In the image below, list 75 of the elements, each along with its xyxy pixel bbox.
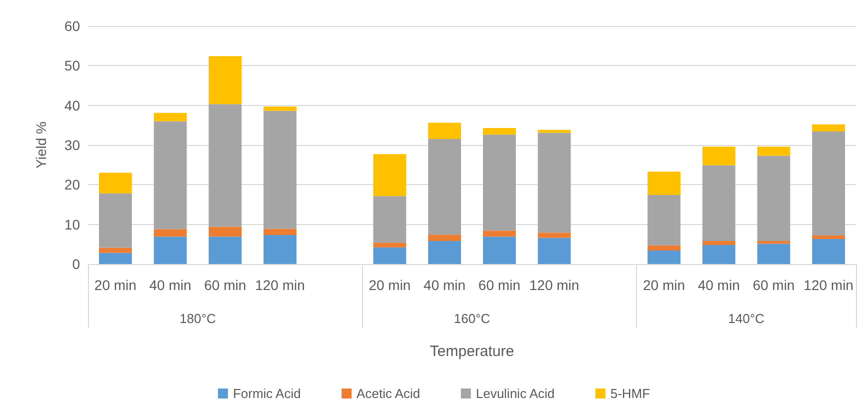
bar [482, 236, 516, 264]
bar [428, 122, 462, 140]
bar [757, 244, 790, 264]
x-tick-label: 20 min [94, 277, 136, 293]
bar [482, 230, 516, 237]
y-tick-label: 20 [64, 176, 80, 193]
bar [648, 250, 680, 264]
x-tick-label: 40 min [424, 277, 466, 293]
bar [648, 172, 680, 195]
bar [757, 240, 790, 244]
y-tick-label: 30 [64, 137, 80, 153]
bar [538, 132, 571, 233]
text: 140°C [728, 311, 764, 326]
legend-label: 5-HMF [610, 386, 650, 401]
bar [264, 228, 296, 236]
bar [98, 252, 132, 264]
bar [373, 242, 406, 248]
x-tick-label: 120 min [529, 277, 580, 293]
bar [208, 56, 242, 104]
y-axis-title: Yield % [33, 122, 49, 168]
bar [208, 104, 242, 227]
legend-label: Formic Acid [232, 386, 301, 401]
bar [812, 132, 846, 236]
bar [812, 124, 846, 132]
bar [208, 226, 242, 237]
y-tick-label: 50 [64, 58, 80, 74]
legend-label: Levulinic Acid [476, 386, 555, 401]
x-tick-label: 120 min [255, 277, 305, 293]
bar [538, 232, 571, 238]
bar [538, 238, 571, 264]
y-tick-label: 10 [64, 216, 80, 232]
bar [208, 236, 242, 264]
text: 160°C [454, 311, 490, 326]
bar [648, 194, 680, 246]
bar [98, 193, 132, 248]
x-tick-label: 40 min [698, 277, 740, 293]
bar [154, 236, 187, 264]
bar [757, 156, 790, 241]
bar [373, 247, 406, 264]
bar [428, 139, 462, 235]
x-tick-label: 60 min [204, 277, 246, 293]
bar [757, 146, 790, 156]
bar [373, 196, 406, 243]
bar [428, 234, 462, 241]
x-tick-label: 60 min [752, 277, 795, 293]
y-tick-label: 0 [72, 256, 80, 272]
bar [428, 240, 462, 264]
bar [482, 134, 516, 231]
bar [812, 235, 846, 240]
bar [482, 128, 516, 135]
bar [702, 165, 736, 241]
bar [648, 245, 680, 251]
x-tick-label: 120 min [804, 277, 854, 293]
bar [154, 121, 187, 230]
bar [702, 244, 736, 264]
bar [264, 110, 296, 229]
x-axis-title: Temperature [430, 343, 514, 360]
y-tick-label: 40 [64, 97, 80, 114]
bar [373, 154, 406, 196]
bar [154, 229, 187, 237]
x-tick-label: 60 min [478, 277, 520, 293]
bar [98, 248, 132, 253]
x-tick-label: 20 min [368, 277, 411, 293]
bar [264, 235, 296, 264]
legend-label: Acetic Acid [356, 386, 420, 401]
bar [264, 106, 296, 111]
bar [98, 172, 132, 194]
y-tick-label: 60 [64, 18, 80, 34]
x-tick-label: 40 min [149, 277, 192, 293]
bar [812, 239, 846, 264]
text: 180°C [180, 311, 216, 326]
bar [702, 146, 736, 166]
bar [702, 240, 736, 245]
bar [154, 112, 187, 122]
x-tick-label: 20 min [642, 277, 686, 293]
